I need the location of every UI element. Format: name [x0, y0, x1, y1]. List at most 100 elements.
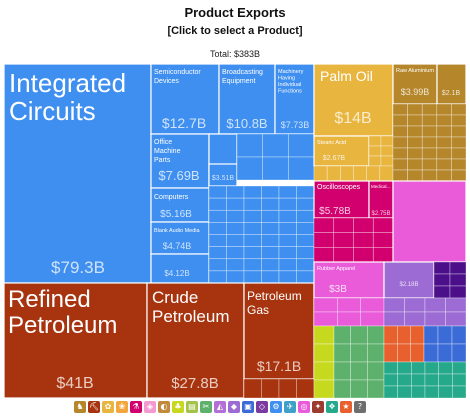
- tile-misc-small[interactable]: [367, 325, 385, 345]
- transportation-icon[interactable]: ✈: [284, 401, 296, 413]
- tile-electronics-tiny[interactable]: [208, 234, 227, 247]
- tile-misc-small[interactable]: [367, 361, 385, 381]
- tile-electronics-tiny[interactable]: [296, 222, 315, 235]
- tile-electronics-tiny[interactable]: [278, 222, 297, 235]
- tile-vegetable-small[interactable]: [380, 155, 394, 167]
- tile-vegetable-tiny[interactable]: [313, 165, 328, 182]
- tile-mixed-small[interactable]: [397, 373, 412, 387]
- metals-icon[interactable]: ▣: [242, 401, 254, 413]
- tile-mixed-small[interactable]: [452, 373, 466, 387]
- tile-mixed-small[interactable]: [438, 361, 453, 375]
- tile-electronics-small[interactable]: [288, 133, 315, 158]
- tile-mixed-small[interactable]: [424, 385, 439, 398]
- tile-electronics-small[interactable]: [288, 156, 315, 181]
- tile-electronics-tiny[interactable]: [296, 197, 315, 211]
- tile-chemicals-small[interactable]: [333, 247, 354, 263]
- tile-electronics-tiny[interactable]: [261, 209, 280, 223]
- tile-wood-small[interactable]: [410, 325, 425, 345]
- tile-electronics-tiny[interactable]: [296, 185, 315, 199]
- tile-broadcasting-equipment[interactable]: [218, 64, 276, 135]
- tile-electronics-tiny[interactable]: [226, 197, 245, 211]
- tile-textiles-small[interactable]: [337, 297, 361, 313]
- tile-misc-small[interactable]: [350, 343, 368, 363]
- tile-mixed-small[interactable]: [411, 361, 426, 375]
- tile-paper-small[interactable]: [313, 343, 335, 363]
- tile-integrated-circuits[interactable]: [4, 64, 152, 284]
- tile-animal-small[interactable]: [436, 147, 452, 160]
- tile-electronics-tiny[interactable]: [261, 258, 280, 272]
- tile-mixed-small[interactable]: [452, 385, 466, 398]
- tile-animal-small[interactable]: [421, 103, 438, 116]
- tile-petroleum-gas[interactable]: [243, 282, 315, 380]
- tile-stone-small[interactable]: [449, 261, 466, 275]
- tile-animal-small[interactable]: [392, 114, 408, 127]
- tile-vegetable-tiny[interactable]: [366, 165, 381, 182]
- tile-electronics-small[interactable]: [262, 133, 289, 158]
- tile-chemicals-small[interactable]: [372, 232, 394, 248]
- tile-electronics-tiny[interactable]: [226, 222, 245, 235]
- tile-vegetable-tiny[interactable]: [379, 165, 394, 182]
- tile-textiles-small[interactable]: [313, 311, 338, 327]
- tile-misc-small[interactable]: [333, 379, 351, 398]
- tile-textiles-small[interactable]: [360, 311, 385, 327]
- tile-vegetable-small[interactable]: [368, 135, 382, 147]
- tile-animal-small[interactable]: [436, 103, 452, 116]
- tile-animal-small[interactable]: [407, 114, 423, 127]
- footwear-icon[interactable]: ◭: [214, 401, 226, 413]
- tile-animal-small[interactable]: [436, 114, 452, 127]
- tile-electronics-tiny[interactable]: [208, 185, 227, 199]
- stone-icon[interactable]: ◆: [228, 401, 240, 413]
- treemap-svg[interactable]: Integrated Circuits $79.3B Semiconductor Dev…: [4, 64, 466, 398]
- tile-electronics-tiny[interactable]: [243, 185, 262, 199]
- tile-chemicals-small[interactable]: [313, 217, 335, 233]
- tile-animal-small[interactable]: [407, 158, 423, 171]
- tile-mixed-small[interactable]: [397, 361, 412, 375]
- tile-animal-small[interactable]: [436, 136, 452, 149]
- tile-electronics-tiny[interactable]: [261, 246, 280, 260]
- tile-textiles-small[interactable]: [337, 311, 361, 327]
- tile-stone-small[interactable]: [449, 285, 466, 299]
- tile-electronics-small[interactable]: [262, 156, 289, 181]
- textiles-icon[interactable]: ✂: [200, 401, 212, 413]
- tile-wood-small[interactable]: [397, 325, 411, 345]
- tile-misc-small[interactable]: [367, 343, 385, 363]
- tile-animal-small[interactable]: [451, 125, 466, 138]
- foodstuffs-icon[interactable]: ✿: [102, 401, 114, 413]
- tile-electronics-tiny[interactable]: [278, 197, 297, 211]
- tile-gold[interactable]: [383, 261, 435, 299]
- tile-animal-small[interactable]: [421, 136, 438, 149]
- tile-animal-small[interactable]: [451, 103, 466, 116]
- tile-stone-small[interactable]: [433, 273, 451, 287]
- tile-chemicals-small[interactable]: [353, 217, 374, 233]
- tile-mixed-small[interactable]: [383, 385, 398, 398]
- tile-vegetable-tiny[interactable]: [353, 165, 367, 182]
- hides-icon[interactable]: ◐: [158, 401, 170, 413]
- tile-animal-small[interactable]: [407, 136, 423, 149]
- tile-chemicals-small[interactable]: [353, 247, 374, 263]
- tile-electronics-tiny[interactable]: [208, 209, 227, 223]
- plastics-icon[interactable]: ◈: [144, 401, 156, 413]
- tile-animal-small[interactable]: [451, 147, 466, 160]
- tile-metals-small[interactable]: [383, 311, 405, 327]
- tile-electronics-tiny[interactable]: [243, 270, 262, 284]
- tile-animal-small[interactable]: [421, 114, 438, 127]
- tile-stearic-acid[interactable]: [313, 135, 370, 167]
- tile-chemicals-small[interactable]: [372, 217, 394, 233]
- tile-electronics-tiny[interactable]: [278, 209, 297, 223]
- tile-animal-small[interactable]: [407, 169, 423, 182]
- tile-mixed-small[interactable]: [424, 361, 439, 375]
- tile-animal-small[interactable]: [407, 103, 423, 116]
- tile-mixed-small[interactable]: [397, 385, 412, 398]
- tile-animal-small[interactable]: [392, 103, 408, 116]
- tile-animal-small[interactable]: [436, 125, 452, 138]
- tile-electronics-small[interactable]: [236, 156, 263, 181]
- tile-animal-small[interactable]: [421, 169, 438, 182]
- tile-electronics-tiny[interactable]: [261, 185, 280, 199]
- tile-vegetable-tiny[interactable]: [326, 165, 341, 182]
- tile-electronics-tiny[interactable]: [243, 197, 262, 211]
- tile-electronics-tiny[interactable]: [243, 246, 262, 260]
- tile-animal-small[interactable]: [392, 169, 408, 182]
- tile-transport-small[interactable]: [451, 325, 466, 345]
- tile-stone-small[interactable]: [433, 285, 451, 299]
- tile-animal-small[interactable]: [407, 147, 423, 160]
